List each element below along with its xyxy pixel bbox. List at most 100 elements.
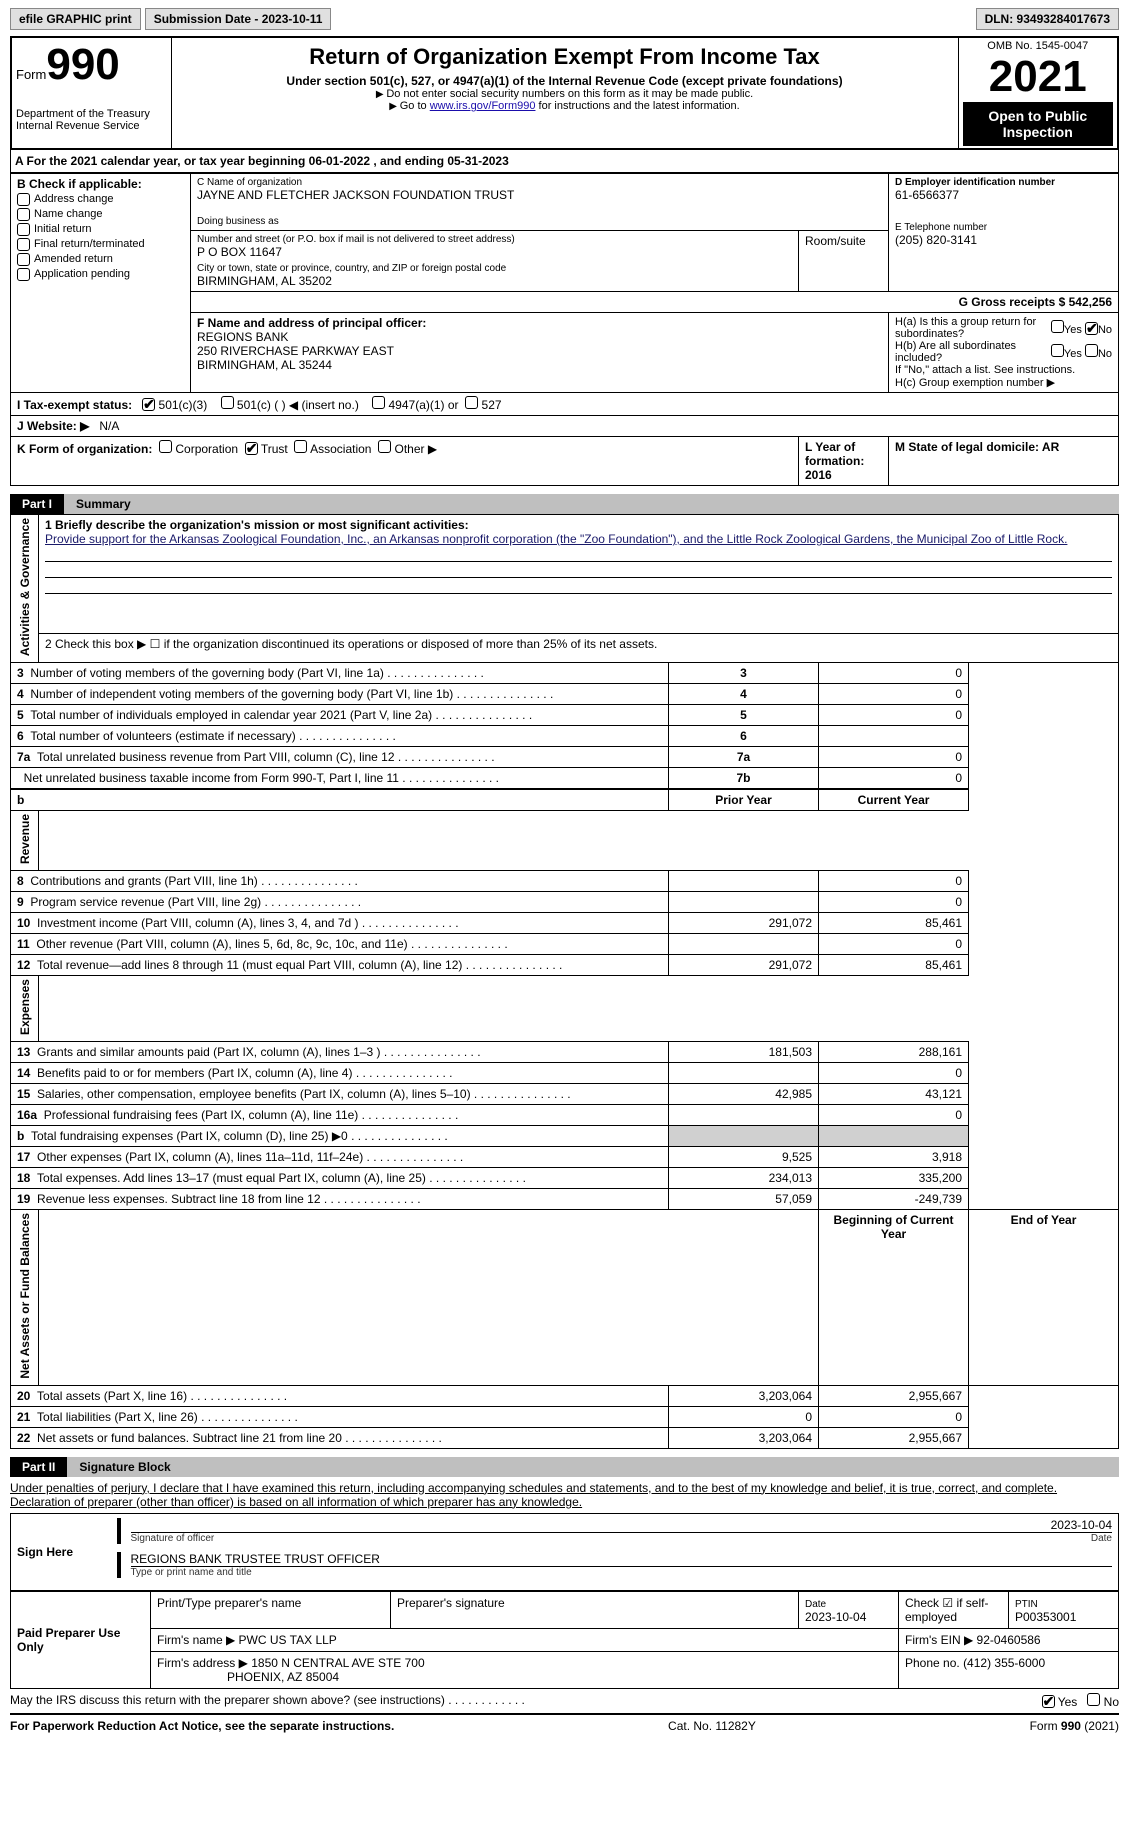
part-1-header: Part I Summary: [10, 494, 1119, 514]
form-ref: Form 990 (2021): [1030, 1719, 1119, 1733]
section-b-checkbox-1[interactable]: [17, 208, 30, 221]
summary-row: b Total fundraising expenses (Part IX, c…: [11, 1126, 1119, 1147]
firm-phone-row: Phone no. (412) 355-6000: [899, 1651, 1119, 1688]
501c3-checkbox[interactable]: [142, 398, 155, 411]
hb-no-checkbox[interactable]: [1085, 344, 1098, 357]
row-box: 6: [669, 726, 819, 747]
cat-no: Cat. No. 11282Y: [668, 1719, 756, 1733]
officer-addr2: BIRMINGHAM, AL 35244: [197, 358, 882, 372]
summary-row: 18 Total expenses. Add lines 13–17 (must…: [11, 1168, 1119, 1189]
prep-date: Date2023-10-04: [799, 1591, 899, 1628]
section-b-checkbox-3[interactable]: [17, 238, 30, 251]
row-prior: 3,203,064: [669, 1385, 819, 1406]
row-prior: 291,072: [669, 913, 819, 934]
discuss-yes-label: Yes: [1058, 1695, 1078, 1709]
501c-checkbox[interactable]: [221, 396, 234, 409]
section-b-item: Address change: [17, 193, 184, 206]
part-2-title: Signature Block: [67, 1457, 1119, 1477]
submission-date-label: Submission Date - 2023-10-11: [145, 8, 332, 30]
section-b-checkbox-0[interactable]: [17, 193, 30, 206]
no-ssn-note: Do not enter social security numbers on …: [176, 88, 954, 100]
row-prior: 9,525: [669, 1147, 819, 1168]
row-prior: 291,072: [669, 955, 819, 976]
row-prior: [669, 1126, 819, 1147]
row-curr: 0: [819, 1105, 969, 1126]
row-text: 15 Salaries, other compensation, employe…: [11, 1084, 669, 1105]
city-value: BIRMINGHAM, AL 35202: [197, 274, 792, 288]
row-prior: 181,503: [669, 1042, 819, 1063]
signature-line[interactable]: 2023-10-04 Signature of officerDate: [117, 1518, 1113, 1544]
row-curr: 2,955,667: [819, 1385, 969, 1406]
row-val: 0: [819, 768, 969, 790]
row-curr: 43,121: [819, 1084, 969, 1105]
row-text: Net unrelated business taxable income fr…: [11, 768, 669, 790]
efile-print-button[interactable]: efile GRAPHIC print: [10, 8, 141, 30]
ha-yes-checkbox[interactable]: [1051, 320, 1064, 333]
part-2-header: Part II Signature Block: [10, 1457, 1119, 1477]
ha-no-checkbox[interactable]: [1085, 322, 1098, 335]
summary-row: 20 Total assets (Part X, line 16) 3,203,…: [11, 1385, 1119, 1406]
row-curr: -249,739: [819, 1189, 969, 1210]
section-b-checkbox-2[interactable]: [17, 223, 30, 236]
row-curr: 3,918: [819, 1147, 969, 1168]
discuss-yes-checkbox[interactable]: [1042, 1695, 1055, 1708]
paid-preparer-block: Paid Preparer Use Only Print/Type prepar…: [10, 1591, 1119, 1689]
section-b-item: Amended return: [17, 253, 184, 266]
section-b-item-label: Initial return: [34, 223, 91, 235]
hb-note: If "No," attach a list. See instructions…: [895, 364, 1112, 376]
501c3-label: 501(c)(3): [159, 398, 208, 412]
section-b-checkbox-5[interactable]: [17, 268, 30, 281]
addr-label: Number and street (or P.O. box if mail i…: [197, 234, 792, 245]
section-k-checkbox-0[interactable]: [159, 440, 172, 453]
vert-expenses: Expenses: [11, 976, 39, 1042]
row-text: 9 Program service revenue (Part VIII, li…: [11, 892, 669, 913]
row-prior: [669, 1105, 819, 1126]
section-b-checkbox-4[interactable]: [17, 253, 30, 266]
penalty-declaration: Under penalties of perjury, I declare th…: [10, 1477, 1119, 1513]
row-box: 4: [669, 684, 819, 705]
section-k-checkbox-3[interactable]: [378, 440, 391, 453]
net-spacer: [39, 1210, 819, 1386]
row-val: 0: [819, 684, 969, 705]
website-label: J Website: ▶: [17, 419, 89, 433]
section-k-checkbox-2[interactable]: [294, 440, 307, 453]
527-checkbox[interactable]: [465, 396, 478, 409]
row-prior: [669, 934, 819, 955]
b-label: b: [17, 793, 24, 807]
4947-checkbox[interactable]: [372, 396, 385, 409]
prep-sig-label: Preparer's signature: [391, 1591, 799, 1628]
row-box: 7a: [669, 747, 819, 768]
summary-row: 17 Other expenses (Part IX, column (A), …: [11, 1147, 1119, 1168]
section-h: H(a) Is this a group return for subordin…: [889, 313, 1119, 393]
section-b-item-label: Application pending: [34, 268, 130, 280]
row-val: 0: [819, 747, 969, 768]
address-value: P O BOX 11647: [197, 245, 792, 259]
tax-year: 2021: [963, 52, 1114, 102]
begin-year-header: Beginning of Current Year: [819, 1210, 969, 1386]
form-990-page: efile GRAPHIC print Submission Date - 20…: [0, 0, 1129, 1745]
city-label: City or town, state or province, country…: [197, 263, 792, 274]
summary-row: 4 Number of independent voting members o…: [11, 684, 1119, 705]
row-val: [819, 726, 969, 747]
section-g: G Gross receipts $ 542,256: [191, 292, 1119, 313]
row-val: 0: [819, 705, 969, 726]
hb-yes-checkbox[interactable]: [1051, 344, 1064, 357]
sign-here-block: Sign Here 2023-10-04 Signature of office…: [10, 1513, 1119, 1591]
section-k-checkbox-1[interactable]: [245, 442, 258, 455]
irs-link[interactable]: www.irs.gov/Form990: [430, 100, 536, 112]
firm-name-row: Firm's name ▶ PWC US TAX LLP: [151, 1628, 899, 1651]
row-text: 21 Total liabilities (Part X, line 26): [11, 1406, 669, 1427]
discuss-no-checkbox[interactable]: [1087, 1693, 1100, 1706]
row-curr: 0: [819, 1063, 969, 1084]
phone-value: (205) 820-3141: [895, 233, 1112, 247]
row-text: 11 Other revenue (Part VIII, column (A),…: [11, 934, 669, 955]
section-k-label: K Form of organization:: [17, 442, 152, 456]
row-text: 16a Professional fundraising fees (Part …: [11, 1105, 669, 1126]
section-b-item: Application pending: [17, 268, 184, 281]
row-text: 22 Net assets or fund balances. Subtract…: [11, 1427, 669, 1448]
ein-value: 61-6566377: [895, 188, 1112, 202]
open-inspection-label: Open to Public Inspection: [963, 102, 1114, 146]
row-text: 14 Benefits paid to or for members (Part…: [11, 1063, 669, 1084]
row-prior: [669, 892, 819, 913]
summary-row: 16a Professional fundraising fees (Part …: [11, 1105, 1119, 1126]
